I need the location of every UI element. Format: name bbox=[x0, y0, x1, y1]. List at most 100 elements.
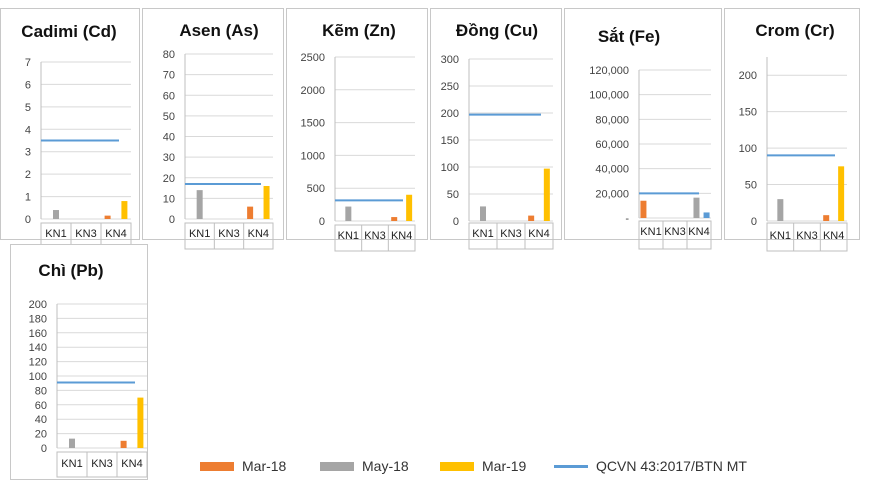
y-tick-label-sat: 60,000 bbox=[595, 139, 629, 151]
legend-item-may18: May-18 bbox=[320, 455, 409, 477]
bar-dong-may-18-kn1 bbox=[480, 206, 486, 221]
chart-title-chi: Chì (Pb) bbox=[38, 261, 103, 280]
category-axis-box-sat bbox=[638, 220, 712, 250]
y-tick-label-dong: 150 bbox=[441, 135, 459, 147]
bar-crom-mar-19-kn4 bbox=[838, 166, 845, 221]
y-tick-label-chi: 160 bbox=[29, 328, 47, 340]
chart-title-sat: Sắt (Fe) bbox=[598, 27, 660, 46]
y-tick-label-dong: 200 bbox=[441, 108, 459, 120]
chart-svg-chi: Chì (Pb) 0 20 40 60 80 100 120 140 160 180 200 KN1 KN… bbox=[29, 261, 148, 478]
y-tick-label-cadimi: 7 bbox=[25, 57, 31, 69]
x-tick-label-asen: KN3 bbox=[218, 228, 239, 240]
x-tick-label-sat: KN4 bbox=[688, 226, 709, 238]
bar-asen-may-18-kn1 bbox=[196, 190, 203, 219]
x-tick-label-chi: KN1 bbox=[61, 458, 82, 470]
chart-panel-crom: Crom (Cr) 0 50 100 150 200 KN1 KN3 KN4 bbox=[724, 8, 860, 252]
y-tick-label-dong: 100 bbox=[441, 162, 459, 174]
y-tick-label-dong: 300 bbox=[441, 54, 459, 66]
y-tick-label-crom: 0 bbox=[751, 216, 757, 228]
y-tick-label-asen: 20 bbox=[163, 173, 175, 185]
legend-label-mar19: Mar-19 bbox=[482, 458, 527, 474]
y-tick-label-asen: 60 bbox=[163, 90, 175, 102]
bar-dong-mar-18-kn4 bbox=[528, 215, 535, 221]
legend-swatch-may18 bbox=[320, 461, 354, 471]
bar-asen-mar-19-kn4 bbox=[263, 186, 270, 219]
y-tick-label-chi: 80 bbox=[35, 385, 47, 397]
y-tick-label-asen: 30 bbox=[163, 152, 175, 164]
x-tick-label-asen: KN4 bbox=[248, 228, 269, 240]
legend-item-mar19: Mar-19 bbox=[440, 455, 526, 477]
y-tick-label-chi: 40 bbox=[35, 414, 47, 426]
bar-crom-may-18-kn1 bbox=[777, 199, 784, 221]
y-tick-label-kem: 1500 bbox=[301, 118, 325, 130]
legend-label-mar18: Mar-18 bbox=[242, 458, 287, 474]
y-tick-label-kem: 2000 bbox=[301, 85, 325, 97]
category-axis-box-chi bbox=[56, 451, 148, 478]
x-tick-label-cadimi: KN3 bbox=[75, 228, 96, 240]
y-tick-label-crom: 150 bbox=[739, 107, 757, 119]
x-tick-label-sat: KN3 bbox=[664, 226, 685, 238]
x-tick-label-kem: KN1 bbox=[338, 230, 359, 242]
legend-line-qcvn bbox=[554, 464, 588, 468]
chart-svg-crom: Crom (Cr) 0 50 100 150 200 KN1 KN3 KN4 bbox=[739, 21, 848, 252]
chart-title-crom: Crom (Cr) bbox=[755, 21, 834, 40]
y-tick-label-cadimi: 3 bbox=[25, 147, 31, 159]
legend-item-qcvn: QCVN 43:2017/BTN MT bbox=[554, 455, 747, 477]
bar-chi-may-18-kn1 bbox=[69, 438, 75, 448]
bar-sat-qcvn-43-2017-btn-mt-kn4 bbox=[703, 212, 710, 218]
y-tick-label-dong: 0 bbox=[453, 216, 459, 228]
y-tick-label-sat: 80,000 bbox=[595, 114, 629, 126]
x-tick-label-dong: KN3 bbox=[500, 228, 521, 240]
chart-svg-cadimi: Cadimi (Cd) 0 1 2 3 4 5 6 7 KN1 KN3 KN4 bbox=[21, 22, 132, 250]
y-tick-label-dong: 50 bbox=[447, 189, 459, 201]
y-tick-label-cadimi: 0 bbox=[25, 214, 31, 226]
chart-panel-asen: Asen (As) 0 10 20 30 40 50 60 70 80 KN1 KN3 KN4 bbox=[142, 8, 284, 250]
bar-crom-mar-18-kn4 bbox=[823, 215, 830, 221]
x-tick-label-chi: KN4 bbox=[121, 458, 142, 470]
y-tick-label-dong: 250 bbox=[441, 81, 459, 93]
category-axis-box-asen bbox=[184, 222, 274, 250]
legend-swatch-mar19 bbox=[440, 461, 474, 471]
bar-chi-mar-19-kn4 bbox=[137, 397, 144, 448]
legend-label-may18: May-18 bbox=[362, 458, 409, 474]
x-tick-label-asen: KN1 bbox=[189, 228, 210, 240]
bar-sat-mar-18-kn1 bbox=[640, 200, 647, 218]
chart-panel-cadimi: Cadimi (Cd) 0 1 2 3 4 5 6 7 KN1 KN3 KN4 bbox=[0, 8, 140, 250]
bar-cadimi-mar-18-kn4 bbox=[104, 215, 111, 219]
x-tick-label-dong: KN1 bbox=[472, 228, 493, 240]
chart-svg-asen: Asen (As) 0 10 20 30 40 50 60 70 80 KN1 KN3 KN4 bbox=[163, 21, 274, 250]
y-tick-label-kem: 500 bbox=[307, 183, 325, 195]
bar-sat-may-18-kn4 bbox=[693, 197, 700, 218]
chart-svg-dong: Đồng (Cu) 0 50 100 150 200 250 300 KN1 KN3 KN4 bbox=[441, 21, 554, 250]
y-tick-label-sat: 20,000 bbox=[595, 188, 629, 200]
legend-label-qcvn: QCVN 43:2017/BTN MT bbox=[596, 458, 747, 474]
y-tick-label-chi: 60 bbox=[35, 400, 47, 412]
x-tick-label-crom: KN3 bbox=[796, 230, 817, 242]
x-tick-label-crom: KN4 bbox=[823, 230, 844, 242]
y-tick-label-kem: 2500 bbox=[301, 52, 325, 64]
y-tick-label-kem: 1000 bbox=[301, 150, 325, 162]
category-axis-box-dong bbox=[468, 222, 554, 250]
bar-kem-mar-19-kn4 bbox=[406, 194, 413, 221]
chart-legend: Mar-18 May-18 Mar-19 QCVN 43:2017/BTN MT bbox=[200, 455, 840, 477]
y-tick-label-cadimi: 5 bbox=[25, 102, 31, 114]
x-tick-label-chi: KN3 bbox=[91, 458, 112, 470]
y-tick-label-kem: 0 bbox=[319, 216, 325, 228]
x-tick-label-cadimi: KN4 bbox=[105, 228, 126, 240]
chart-panel-sat: Sắt (Fe) - 20,000 40,000 60,000 80,000 100,000… bbox=[564, 8, 722, 250]
bar-cadimi-may-18-kn1 bbox=[53, 210, 59, 219]
legend-swatch-mar18 bbox=[200, 461, 234, 471]
chart-svg-kem: Kẽm (Zn) 0 500 1000 1500 2000 2500 KN1 KN3 KN4 bbox=[301, 21, 416, 252]
x-tick-label-cadimi: KN1 bbox=[45, 228, 66, 240]
bar-kem-may-18-kn1 bbox=[345, 206, 352, 221]
y-tick-label-asen: 10 bbox=[163, 193, 175, 205]
y-tick-label-chi: 20 bbox=[35, 429, 47, 441]
chart-panel-dong: Đồng (Cu) 0 50 100 150 200 250 300 KN1 KN3 KN4 bbox=[430, 8, 562, 250]
y-tick-label-asen: 40 bbox=[163, 132, 175, 144]
y-tick-label-asen: 50 bbox=[163, 111, 175, 123]
y-tick-label-chi: 0 bbox=[41, 443, 47, 455]
x-tick-label-dong: KN4 bbox=[528, 228, 549, 240]
chart-panel-kem: Kẽm (Zn) 0 500 1000 1500 2000 2500 KN1 KN3 KN4 bbox=[286, 8, 428, 252]
x-tick-label-kem: KN3 bbox=[364, 230, 385, 242]
chart-title-cadimi: Cadimi (Cd) bbox=[21, 22, 116, 41]
